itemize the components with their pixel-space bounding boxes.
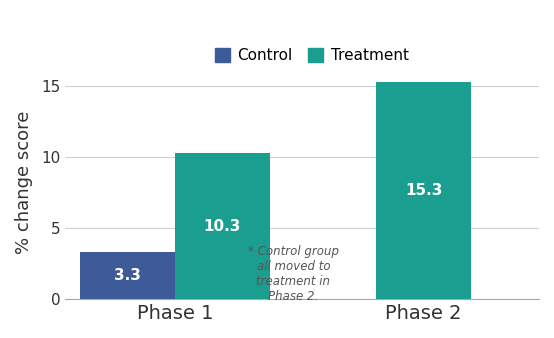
Bar [80,252,175,299]
Bar [376,82,471,299]
Text: 10.3: 10.3 [204,218,241,234]
Bar [175,153,270,299]
Legend: Control, Treatment: Control, Treatment [208,42,415,69]
Text: 3.3: 3.3 [114,268,141,283]
Text: * Control group
all moved to
treatment in
Phase 2.: * Control group all moved to treatment i… [248,245,339,303]
Text: 15.3: 15.3 [405,183,442,198]
Y-axis label: % change score: % change score [15,110,33,254]
